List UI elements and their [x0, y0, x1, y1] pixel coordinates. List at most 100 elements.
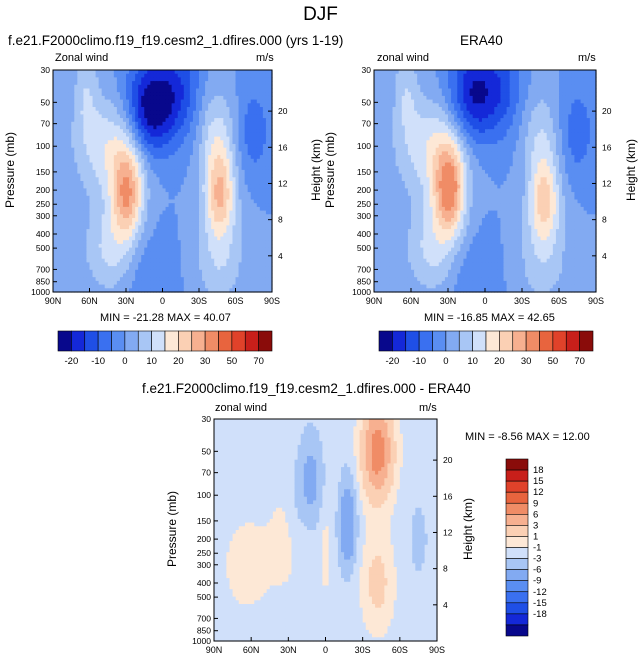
contour-cell: [259, 136, 264, 141]
contour-cell: [71, 162, 75, 167]
contour-cell: [208, 210, 212, 215]
contour-cell: [256, 114, 261, 119]
contour-cell: [92, 107, 97, 112]
contour-cell: [235, 184, 240, 189]
contour-cell: [177, 158, 182, 164]
contour-cell: [74, 166, 78, 171]
contour-cell: [141, 73, 145, 78]
contour-cell: [250, 177, 255, 182]
contour-cell: [171, 199, 176, 204]
contour-cell: [116, 144, 121, 149]
contour-cell: [247, 206, 252, 212]
contour-cell: [229, 221, 234, 226]
contour-cell: [89, 225, 94, 230]
contour-cell: [107, 92, 112, 97]
contour-cell: [162, 118, 167, 123]
contour-cell: [177, 155, 182, 160]
contour-cell: [238, 129, 243, 134]
contour-cell: [147, 177, 151, 182]
contour-cell: [256, 162, 261, 167]
contour-cell: [129, 221, 133, 226]
contour-cell: [92, 95, 97, 101]
contour-cell: [59, 99, 63, 104]
contour-cell: [183, 206, 188, 212]
contour-cell: [262, 188, 267, 193]
contour-cell: [195, 125, 200, 130]
contour-cell: [165, 114, 170, 119]
contour-cell: [110, 95, 115, 101]
contour-cell: [235, 99, 240, 104]
contour-cell: [141, 162, 145, 167]
contour-cell: [265, 121, 270, 127]
contour-cell: [104, 107, 109, 112]
contour-cell: [214, 188, 218, 193]
contour-cell: [208, 177, 212, 182]
contour-cell: [202, 136, 206, 141]
contour-cell: [65, 206, 69, 212]
contour-cell: [159, 218, 164, 223]
contour-cell: [253, 206, 258, 212]
contour-cell: [165, 221, 170, 226]
contour-cell: [71, 132, 75, 138]
contour-cell: [92, 192, 97, 197]
contour-cell: [214, 92, 218, 97]
contour-cell: [171, 225, 176, 230]
contour-cell: [214, 155, 218, 160]
contour-cell: [180, 147, 185, 152]
contour-cell: [250, 125, 255, 130]
contour-cell: [71, 225, 75, 230]
contour-cell: [144, 107, 148, 112]
contour-cell: [259, 88, 264, 93]
contour-cell: [195, 177, 200, 182]
contour-cell: [232, 192, 237, 197]
contour-cell: [177, 151, 182, 156]
contour-cell: [229, 140, 234, 145]
contour-cell: [138, 173, 142, 178]
contour-cell: [122, 140, 127, 145]
contour-cell: [214, 140, 218, 145]
contour-cell: [95, 118, 100, 123]
contour-cell: [199, 184, 203, 189]
contour-cell: [122, 114, 127, 119]
contour-cell: [104, 155, 109, 160]
contour-cell: [256, 214, 261, 219]
contour-cell: [229, 129, 234, 134]
contour-cell: [183, 107, 188, 112]
contour-cell: [268, 177, 273, 182]
contour-cell: [80, 181, 85, 186]
contour-cell: [205, 107, 209, 112]
contour-cell: [89, 99, 94, 104]
contour-cell: [71, 140, 75, 145]
contour-cell: [150, 132, 154, 138]
contour-cell: [168, 214, 173, 219]
contour-cell: [238, 192, 243, 197]
y-tick-label: 150: [36, 167, 50, 177]
contour-cell: [220, 221, 224, 226]
contour-cell: [165, 99, 170, 104]
contour-cell: [226, 140, 231, 145]
contour-cell: [229, 184, 234, 189]
contour-cell: [177, 173, 182, 178]
contour-cell: [253, 162, 258, 167]
contour-cell: [214, 199, 218, 204]
contour-cell: [141, 203, 145, 208]
contour-cell: [159, 166, 164, 171]
contour-cell: [147, 129, 151, 134]
contour-cell: [268, 125, 273, 130]
contour-cell: [268, 188, 273, 193]
contour-cell: [171, 81, 176, 86]
contour-cell: [150, 218, 154, 223]
contour-cell: [104, 92, 109, 97]
contour-cell: [220, 103, 224, 108]
contour-cell: [92, 218, 97, 223]
contour-cell: [116, 125, 121, 130]
contour-cell: [150, 169, 154, 175]
contour-cell: [135, 181, 139, 186]
contour-cell: [202, 107, 206, 112]
contour-cell: [171, 144, 176, 149]
contour-cell: [77, 199, 81, 204]
contour-cell: [113, 114, 118, 119]
contour-cell: [180, 181, 185, 186]
contour-cell: [192, 88, 197, 93]
contour-cell: [89, 129, 94, 134]
